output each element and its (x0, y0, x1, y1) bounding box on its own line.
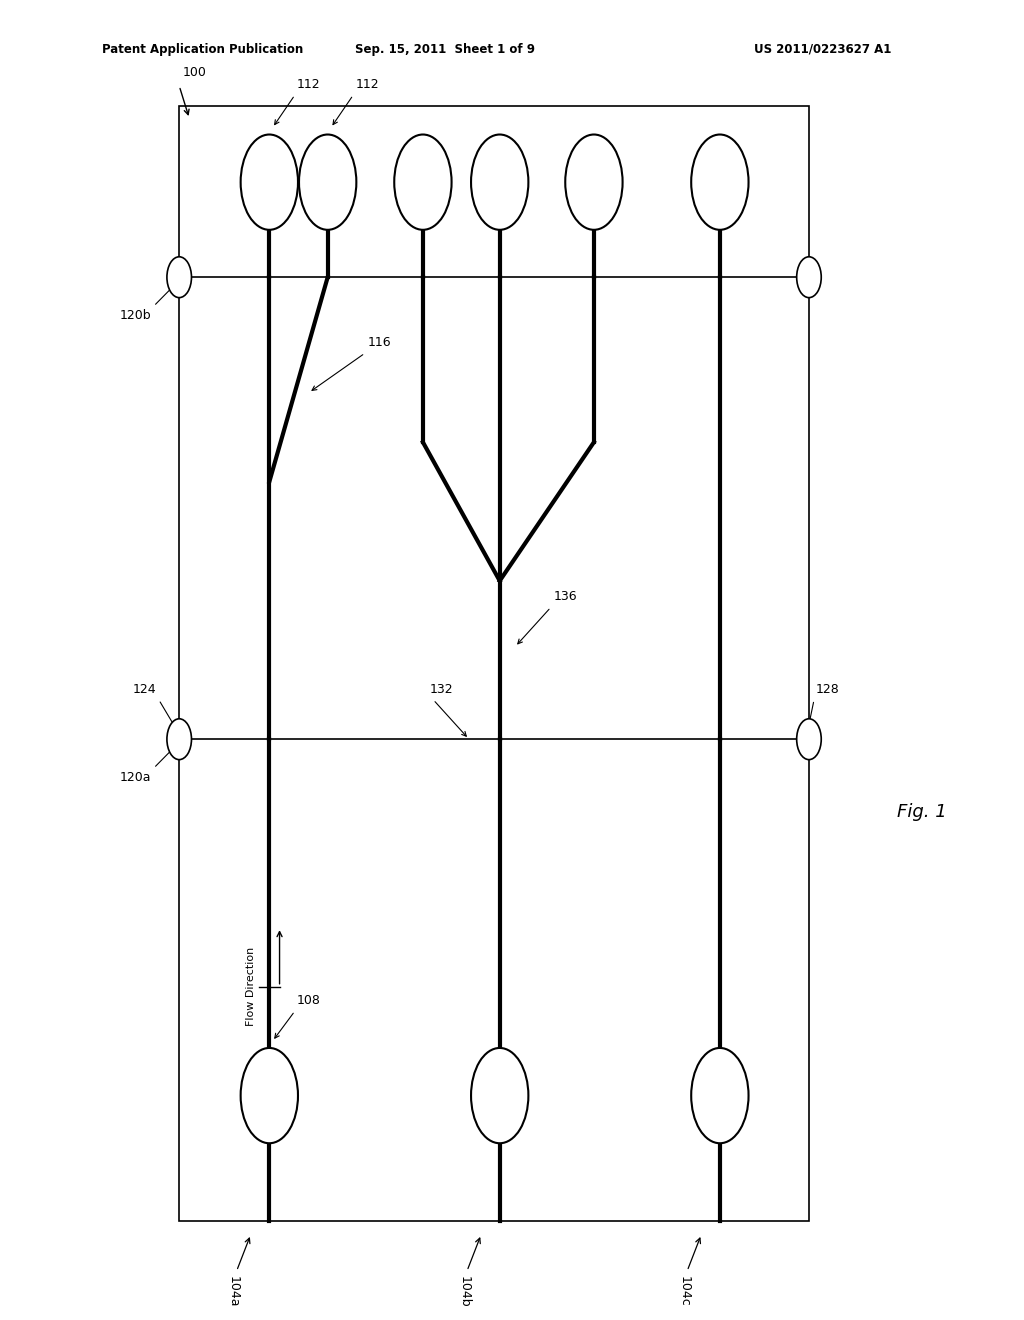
Text: 100: 100 (182, 66, 206, 79)
Bar (179, 106, 809, 1221)
Ellipse shape (167, 719, 191, 759)
Text: 132: 132 (430, 682, 454, 696)
Text: 104b: 104b (458, 1276, 470, 1308)
Ellipse shape (167, 257, 191, 297)
Text: Sep. 15, 2011  Sheet 1 of 9: Sep. 15, 2011 Sheet 1 of 9 (355, 44, 536, 55)
Ellipse shape (565, 135, 623, 230)
Text: 120a: 120a (120, 771, 152, 784)
Text: 112: 112 (355, 78, 379, 91)
Text: 136: 136 (554, 590, 578, 603)
Ellipse shape (471, 135, 528, 230)
Ellipse shape (299, 135, 356, 230)
Text: 120b: 120b (120, 309, 152, 322)
Text: 104c: 104c (678, 1276, 690, 1307)
Text: 108: 108 (297, 994, 321, 1007)
Ellipse shape (691, 135, 749, 230)
Text: Flow Direction: Flow Direction (246, 946, 256, 1027)
Ellipse shape (691, 1048, 749, 1143)
Ellipse shape (241, 1048, 298, 1143)
Text: Patent Application Publication: Patent Application Publication (102, 44, 304, 55)
Ellipse shape (241, 135, 298, 230)
Text: 112: 112 (297, 78, 321, 91)
Text: US 2011/0223627 A1: US 2011/0223627 A1 (754, 44, 891, 55)
Text: 128: 128 (816, 682, 840, 696)
Ellipse shape (394, 135, 452, 230)
Ellipse shape (471, 1048, 528, 1143)
Ellipse shape (797, 719, 821, 759)
Ellipse shape (797, 257, 821, 297)
Text: Fig. 1: Fig. 1 (897, 803, 946, 821)
Text: 124: 124 (133, 682, 157, 696)
Text: 104a: 104a (227, 1276, 240, 1308)
Text: 116: 116 (369, 337, 392, 348)
